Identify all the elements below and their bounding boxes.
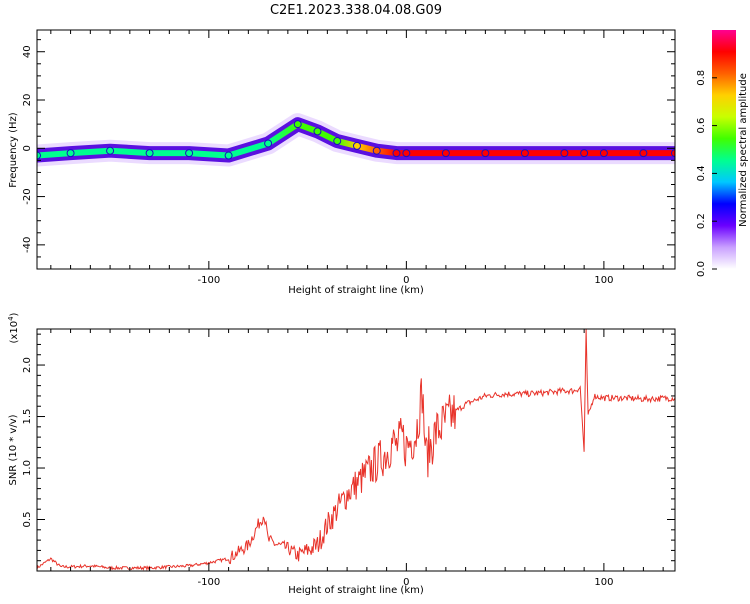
snr-x-tick-label: -100: [197, 577, 220, 588]
spectrogram-x-tick-label: -100: [197, 275, 220, 286]
spectrogram-point: [145, 149, 154, 158]
spectrogram-point: [520, 149, 529, 158]
colorbar-scale: [712, 30, 736, 269]
snr-x-axis-label: Height of straight line (km): [288, 585, 424, 596]
spectrogram-point: [580, 149, 589, 158]
colorbar-label: Normalized spectral amplitude: [738, 73, 749, 227]
colorbar-tick-label: 0.2: [696, 213, 707, 229]
snr-y-tick-label: 1.5: [22, 409, 33, 425]
spectrogram-y-tick-label: -40: [22, 237, 33, 253]
spectrogram-point: [313, 127, 322, 136]
snr-y-multiplier: (x104): [7, 312, 20, 343]
spectrogram-point: [333, 137, 342, 146]
spectrogram-point: [560, 149, 569, 158]
spectrogram-y-tick-label: 0: [22, 145, 33, 151]
spectrogram-x-tick-label: 100: [594, 275, 613, 286]
snr-y-tick-label: 2.0: [22, 357, 33, 373]
colorbar: 0.0 0.2 0.4 0.6 0.8 Normalized spectral ampl…: [696, 30, 749, 277]
spectrogram-point: [441, 149, 450, 158]
snr-line: [37, 329, 675, 571]
spectrogram-point: [66, 149, 75, 158]
colorbar-ticks: 0.0 0.2 0.4 0.6 0.8: [696, 70, 717, 277]
spectrogram-point: [224, 151, 233, 160]
spectrogram-heatmap: [37, 113, 675, 167]
snr-x-tick-label: 100: [594, 577, 613, 588]
snr-x-tick-label: 0: [403, 577, 409, 588]
spectrogram-ridge: [37, 121, 675, 159]
figure-title: C2E1.2023.338.04.08.G09: [270, 3, 442, 18]
spectrogram-point: [372, 146, 381, 155]
spectrogram-frame: [36, 29, 676, 270]
colorbar-tick-label: 0.6: [696, 118, 707, 134]
spectrogram-y-tick-label: -20: [22, 188, 33, 204]
spectrogram-point: [402, 149, 411, 158]
snr-frame: [36, 328, 676, 572]
spectrogram-x-axis-label: Height of straight line (km): [288, 285, 424, 296]
snr-ticks: -100 0 100 0.5 1.0 1.5 2.0: [22, 329, 675, 588]
spectrogram-y-tick-label: 40: [22, 45, 33, 58]
snr-plot-area: [37, 329, 675, 571]
snr-y-tick-label: 0.5: [22, 512, 33, 528]
spectrogram-point: [264, 139, 273, 148]
colorbar-tick-label: 0.8: [696, 70, 707, 86]
spectrogram-point: [599, 149, 608, 158]
spectrogram-x-tick-label: 0: [403, 275, 409, 286]
spectrogram-point: [106, 146, 115, 155]
spectrogram-point: [671, 149, 675, 158]
spectrogram-y-tick-label: 20: [22, 94, 33, 107]
snr-series: [37, 329, 675, 571]
snr-y-axis-label: SNR (10 * v/v): [8, 414, 19, 485]
colorbar-tick-label: 0.4: [696, 165, 707, 181]
spectrogram-point: [392, 149, 401, 158]
colorbar-tick-label: 0.0: [696, 261, 707, 277]
snr-y-tick-label: 1.0: [22, 460, 33, 476]
spectrogram-point: [352, 141, 361, 150]
spectrogram-point: [481, 149, 490, 158]
spectrogram-y-axis-label: Frequency (Hz): [8, 112, 19, 188]
spectrogram-ticks: -100 0 100 -40 -20 0 20 40: [22, 30, 675, 286]
snr-panel: -100 0 100 0.5 1.0 1.5 2.0 Height of straight …: [7, 312, 676, 596]
spectrogram-point: [639, 149, 648, 158]
spectrogram-point: [37, 151, 41, 160]
spectrogram-panel: -100 0 100 -40 -20 0 20 40 Height of straight l…: [8, 29, 676, 296]
spectrogram-point: [185, 149, 194, 158]
spectrogram-point: [293, 120, 302, 129]
